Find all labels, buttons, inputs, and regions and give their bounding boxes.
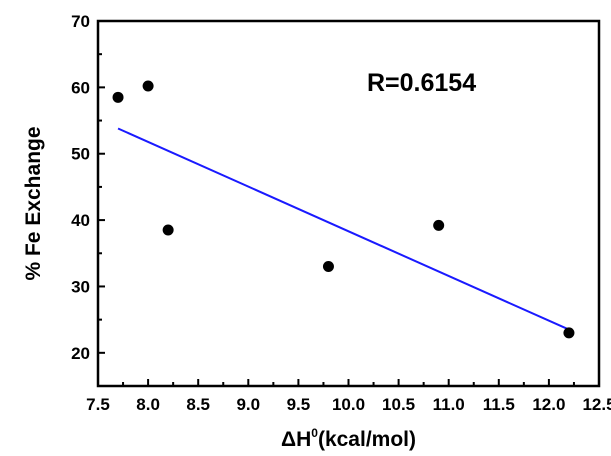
data-point xyxy=(433,219,445,231)
data-point xyxy=(563,327,575,339)
x-axis-title: ΔH0(kcal/mol) xyxy=(281,426,416,451)
correlation-annotation: R=0.6154 xyxy=(367,69,476,97)
data-point xyxy=(162,224,174,236)
y-tick-label: 70 xyxy=(71,12,90,31)
plot-frame xyxy=(96,19,601,388)
y-tick-label: 20 xyxy=(71,344,90,363)
x-tick-label: 9.5 xyxy=(287,395,311,414)
axis-ticks xyxy=(97,20,600,387)
data-point xyxy=(112,91,124,103)
data-points xyxy=(112,80,575,339)
y-tick-label: 30 xyxy=(71,277,90,296)
x-tick-labels: 7.5 8.0 8.5 9.0 9.5 10.0 10.5 11.0 11.5 12.0 12.5 xyxy=(86,395,611,414)
x-tick-label: 10.5 xyxy=(382,395,415,414)
y-axis-title: % Fe Exchange xyxy=(22,126,45,280)
x-tick-label: 8.5 xyxy=(186,395,210,414)
y-tick-labels: 20 30 40 50 60 70 xyxy=(71,12,90,363)
x-tick-label: 12.5 xyxy=(582,395,611,414)
data-point xyxy=(142,80,154,92)
x-tick-label: 11.5 xyxy=(483,395,515,414)
fit-line-group xyxy=(117,127,570,331)
y-tick-label: 60 xyxy=(71,78,90,97)
x-tick-label: 8.0 xyxy=(136,395,160,414)
y-tick-label: 50 xyxy=(71,145,90,164)
y-tick-label: 40 xyxy=(71,211,90,230)
x-tick-label: 11.0 xyxy=(433,395,465,414)
x-tick-label: 9.0 xyxy=(236,395,260,414)
x-axis-title-main: ΔH xyxy=(281,428,311,451)
x-axis-title-superscript: 0 xyxy=(311,426,318,440)
x-tick-label: 10.0 xyxy=(332,395,365,414)
x-axis-title-unit: (kcal/mol) xyxy=(318,428,416,451)
x-tick-label: 7.5 xyxy=(86,395,110,414)
data-point xyxy=(322,261,334,273)
regression-line xyxy=(117,127,570,331)
x-tick-label: 12.0 xyxy=(532,395,565,414)
